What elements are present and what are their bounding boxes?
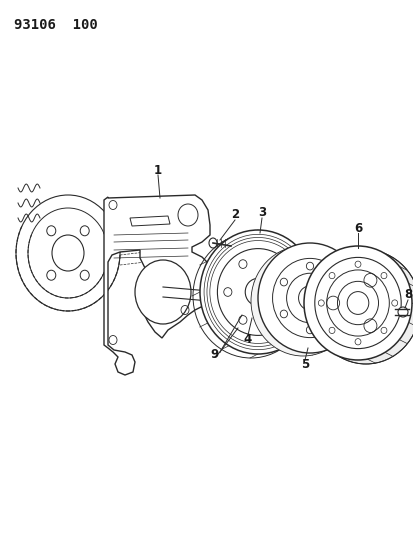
Ellipse shape (178, 204, 197, 226)
Text: 1: 1 (154, 164, 161, 176)
Polygon shape (130, 216, 170, 226)
Ellipse shape (303, 246, 411, 360)
Text: 4: 4 (243, 334, 252, 346)
Ellipse shape (199, 230, 315, 354)
Text: 5: 5 (300, 359, 309, 372)
Text: 8: 8 (403, 288, 411, 302)
Text: 9: 9 (210, 349, 218, 361)
Ellipse shape (250, 246, 354, 356)
Ellipse shape (135, 260, 190, 324)
Text: 2: 2 (230, 208, 238, 222)
Polygon shape (104, 195, 211, 375)
Text: 3: 3 (257, 206, 266, 220)
Ellipse shape (397, 307, 407, 317)
Text: 93106  100: 93106 100 (14, 18, 97, 32)
Ellipse shape (257, 243, 361, 353)
Ellipse shape (311, 250, 413, 364)
Text: 6: 6 (353, 222, 361, 235)
